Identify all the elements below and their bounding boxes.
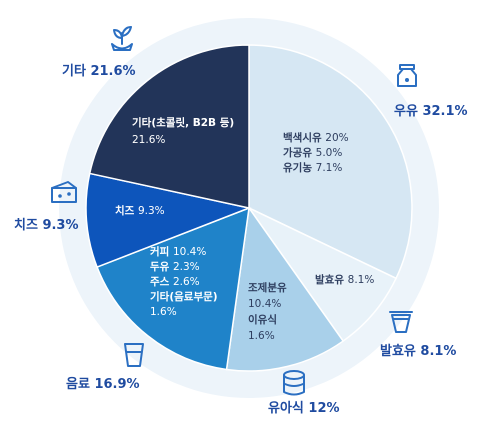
slice-label-milk: 우유 32.1%	[394, 104, 468, 119]
slice-inner-label-other: 기타(초콜릿, B2B 등)	[132, 116, 234, 129]
can-icon	[283, 370, 305, 396]
slice-label-fermented: 발효유 8.1%	[380, 343, 456, 359]
slice-inner-label-milk: 가공유 5.0%	[283, 146, 342, 159]
sprout-icon	[111, 26, 133, 51]
slice-inner-label-fermented: 발효유 8.1%	[315, 273, 374, 286]
slice-label-formula: 유아식 12%	[268, 400, 340, 416]
slice-inner-label-formula: 조제분유	[248, 281, 287, 294]
slice-inner-label-beverage: 커피 10.4%	[150, 245, 206, 258]
slice-inner-label-formula: 10.4%	[248, 298, 281, 310]
slice-label-cheese: 치즈 9.3%	[14, 217, 79, 233]
slice-inner-label-formula: 1.6%	[248, 330, 275, 342]
glass-icon	[124, 343, 144, 367]
slice-label-other: 기타 21.6%	[62, 63, 136, 79]
pie-slice-formula	[225, 206, 345, 372]
slice-inner-label-milk: 백색시유 20%	[283, 131, 349, 144]
pie-slice-cheese	[85, 172, 252, 269]
slice-inner-label-beverage: 주스 2.6%	[150, 276, 200, 288]
pie-slice-milk	[248, 44, 413, 280]
slice-inner-label-cheese: 치즈 9.3%	[115, 204, 165, 217]
cup-icon	[389, 311, 413, 333]
slice-inner-label-beverage: 두유 2.3%	[150, 261, 200, 273]
pie-slice-other	[88, 44, 250, 209]
pie-slice-beverage	[96, 206, 250, 371]
milk-carton-icon	[397, 64, 417, 87]
slice-inner-label-milk: 유기농 7.1%	[283, 161, 342, 174]
slice-label-beverage: 음료 16.9%	[66, 376, 140, 392]
slice-inner-label-formula: 이유식	[248, 313, 277, 326]
slice-inner-label-beverage: 1.6%	[150, 306, 177, 318]
slice-inner-label-other: 21.6%	[132, 134, 165, 146]
slice-inner-label-beverage: 기타(음료부문)	[150, 290, 218, 303]
cheese-icon	[51, 181, 77, 203]
